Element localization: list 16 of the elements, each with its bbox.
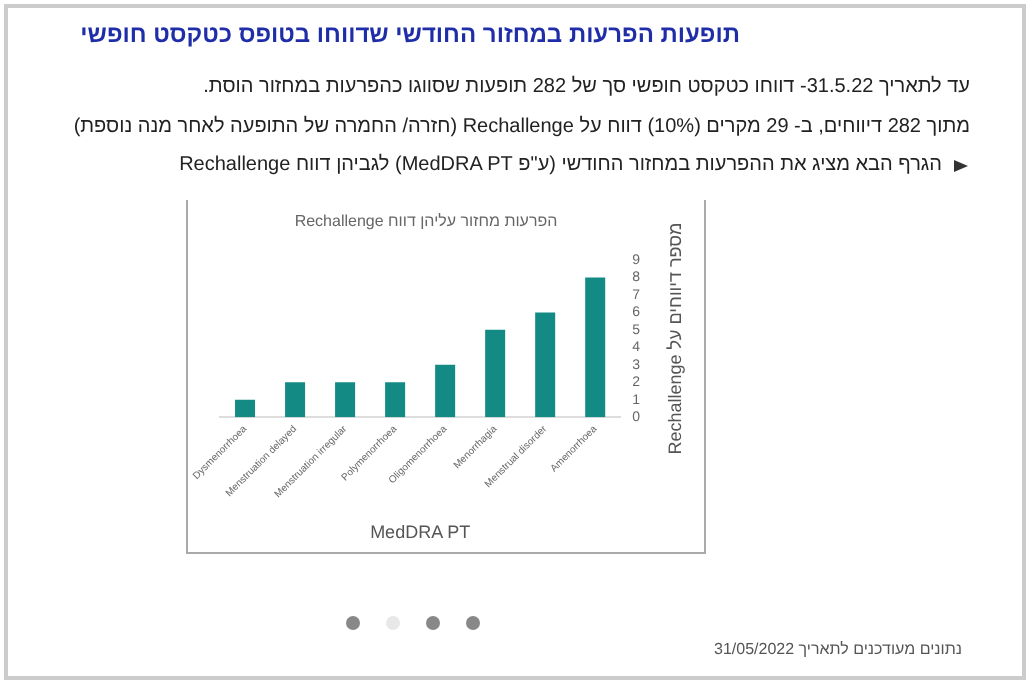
- chart-subtitle: הפרעות מחזור עליהן דווח Rechallenge: [294, 212, 558, 231]
- bar: [535, 312, 556, 418]
- x-axis-title: MedDRA PT: [370, 522, 472, 543]
- text: מתוך 282 דיווחים, ב- 29 מקרים (10%) דווח על Rechallenge (חזרה/ החמרה של התופעה לאחר מנה נוספת): [73, 116, 970, 138]
- y-axis-title: מספר דיווחים על Rechallenge: [664, 222, 685, 455]
- bar: [285, 382, 306, 418]
- bar: [335, 382, 356, 418]
- text: הגרף הבא מציג את ההפרעות במחזור החודשי (ע"פ MedDRA PT) לגביהן דווח Rechallenge: [179, 154, 942, 176]
- bar: [435, 364, 456, 418]
- text: עד לתאריך 31.5.22- דווחו כטקסט חופשי סך של 282 תופעות שסווגו כהפרעות במחזור הוסת.: [203, 76, 970, 98]
- bar: [385, 382, 406, 418]
- bar: [485, 329, 506, 418]
- chart-title: תופעות הפרעות במחזור החודשי שדווחו בטופס כטקסט חופשי: [80, 20, 740, 48]
- bar: [235, 399, 256, 418]
- text: נתונים מעודכנים לתאריך 31/05/2022: [714, 640, 962, 658]
- bar: [585, 277, 606, 418]
